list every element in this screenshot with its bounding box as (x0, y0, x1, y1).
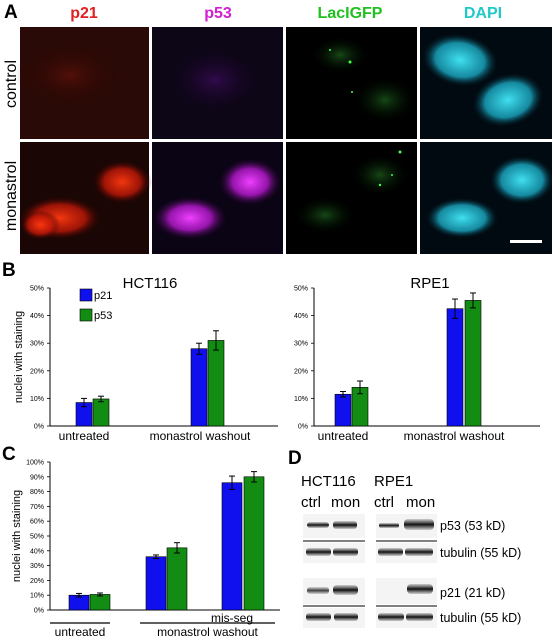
panel-b: B (2, 260, 16, 281)
category-label-mis-seg: mis-seg (211, 611, 253, 625)
channel-label-laci-gfp: LacIGFP (318, 5, 383, 22)
chart-title: HCT116 (123, 275, 178, 292)
panel-b-letter: B (2, 260, 16, 281)
chart-title: RPE1 (410, 275, 449, 292)
lane-label: ctrl (301, 494, 321, 511)
bar-p21 (221, 482, 243, 611)
bar-p21 (446, 308, 464, 427)
blot-tubulin-2: tubulin (55 kD) (303, 608, 521, 628)
channel-label-p53: p53 (204, 5, 232, 22)
category-label: untreated (59, 429, 110, 443)
chart-b-hct116: 0% 10% 20% 30% 40% 50% nuclei with staining HCT… (13, 275, 278, 443)
bar-p21 (334, 393, 352, 427)
panel-d-letter: D (288, 448, 302, 469)
lane-label: mon (406, 494, 435, 511)
bar-p21 (145, 556, 167, 611)
y-tick-label: 0% (34, 608, 44, 615)
y-tick-label: 0% (298, 424, 308, 431)
y-tick-label: 90% (30, 474, 44, 481)
y-tick-label: 10% (294, 396, 308, 403)
cell-line-hct116: HCT116 (301, 473, 356, 490)
y-tick-label: 40% (30, 548, 44, 555)
chart-b-rpe1: 0% 10% 20% 30% 40% 50% RPE1 untreated monastrol … (294, 275, 540, 443)
bar-p53 (464, 300, 482, 427)
y-tick-label: 30% (30, 563, 44, 570)
y-axis-title: nuclei with staining (13, 311, 25, 403)
category-label: monastrol washout (157, 625, 258, 639)
category-label: untreated (55, 625, 106, 639)
blot-p21: p21 (21 kD) (303, 578, 505, 604)
blot-p53: p53 (53 kD) (303, 514, 505, 538)
blot-label-p21: p21 (21 kD) (440, 586, 505, 600)
y-tick-label: 50% (30, 534, 44, 541)
y-tick-label: 80% (30, 489, 44, 496)
y-tick-label: 50% (30, 286, 44, 293)
channel-label-p21: p21 (70, 5, 98, 22)
y-tick-label: 60% (30, 519, 44, 526)
panel-d: D HCT116 RPE1 ctrl mon ctrl mon p53 (53 … (288, 448, 521, 628)
y-tick-label: 100% (26, 460, 44, 467)
category-label: monastrol washout (150, 429, 251, 443)
bar-p21 (190, 348, 208, 427)
panel-c: C (2, 444, 16, 465)
image-monastrol-p21 (18, 142, 152, 254)
y-tick-label: 10% (30, 593, 44, 600)
row-label-monastrol: monastrol (3, 161, 20, 231)
blot-label-tubulin: tubulin (55 kD) (440, 611, 521, 625)
legend-label-p53: p53 (94, 310, 112, 322)
blot-label-tubulin: tubulin (55 kD) (440, 546, 521, 560)
legend-swatch-p53 (79, 308, 93, 322)
y-tick-label: 40% (30, 313, 44, 320)
image-control-dapi (420, 27, 552, 139)
y-tick-label: 30% (30, 341, 44, 348)
lane-label: ctrl (374, 494, 394, 511)
y-tick-label: 30% (294, 341, 308, 348)
bar-p53 (243, 476, 265, 611)
y-tick-label: 0% (34, 424, 44, 431)
legend-label-p21: p21 (94, 290, 112, 302)
bar-p53 (89, 594, 111, 611)
cell-line-rpe1: RPE1 (374, 473, 413, 490)
y-axis-title: nuclei with staining (11, 490, 23, 582)
scale-bar (510, 240, 542, 243)
category-label: monastrol washout (404, 429, 505, 443)
panel-a: A p21 p53 LacIGFP DAPI control monastrol (3, 2, 552, 254)
y-tick-label: 20% (30, 578, 44, 585)
panel-a-letter: A (4, 2, 18, 23)
blot-label-p53: p53 (53 kD) (440, 519, 505, 533)
y-tick-label: 20% (294, 368, 308, 375)
legend-swatch-p21 (79, 288, 93, 302)
bar-p53 (166, 547, 188, 611)
image-monastrol-p53 (152, 142, 283, 254)
channel-label-dapi: DAPI (464, 5, 502, 22)
image-monastrol-laci-gfp (286, 142, 417, 254)
image-control-laci-gfp (286, 27, 417, 139)
lane-label: mon (331, 494, 360, 511)
y-tick-label: 20% (30, 368, 44, 375)
category-label: untreated (318, 429, 369, 443)
image-monastrol-dapi (420, 142, 552, 254)
image-control-p53 (152, 27, 283, 139)
chart-c: 0% 10% 20% 30% 40% 50% 60% 70% 80% 90% 100% nuclei … (11, 460, 280, 639)
y-tick-label: 50% (294, 286, 308, 293)
blot-tubulin-1: tubulin (55 kD) (303, 543, 521, 563)
image-control-p21 (15, 27, 149, 139)
y-tick-label: 70% (30, 504, 44, 511)
y-tick-label: 40% (294, 313, 308, 320)
bar-p53 (207, 340, 225, 427)
panel-c-letter: C (2, 444, 16, 465)
y-tick-label: 10% (30, 396, 44, 403)
bar-p53 (92, 398, 110, 427)
